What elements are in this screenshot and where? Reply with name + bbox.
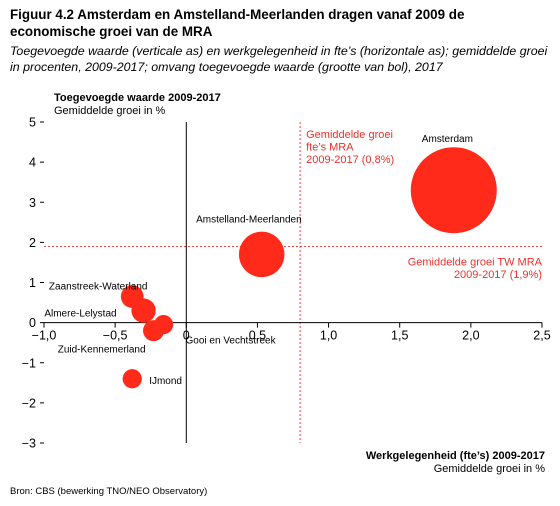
y-axis-title: Toegevoegde waarde 2009-2017 <box>54 92 221 104</box>
x-tick-label: 1,5 <box>391 329 408 343</box>
figure-subtitle: Toegevoegde waarde (verticale as) en wer… <box>10 44 548 74</box>
labels: Amsterdam Amstelland-Meerlanden Zaanstreek… <box>44 134 473 387</box>
bubble-zaanstreek-waterland <box>120 285 144 308</box>
y-tick-label: 5 <box>29 116 36 130</box>
x-tick-label: 0,5 <box>249 329 266 343</box>
reference-label-fte: 2009-2017 (0,8%) <box>306 154 394 166</box>
y-tick-label: 4 <box>29 156 36 170</box>
point-label: Amstelland-Meerlanden <box>196 214 302 225</box>
x-tick-label: −0,5 <box>103 329 128 343</box>
x-tick-label: 2,5 <box>533 329 550 343</box>
bubble-amstelland-meerlanden <box>238 231 285 278</box>
y-tick-label: 0 <box>29 316 36 330</box>
x-axis-title: Werkgelegenheid (fte’s) 2009-2017 <box>366 450 545 462</box>
y-tick-label: 1 <box>29 276 36 290</box>
point-label: Zuid-Kennemerland <box>58 345 146 356</box>
axes: −1,0 −0,5 0 0,5 1,0 1,5 2,0 2,5 −3 −2 −1 0 1 2 3 4 5 Toeg… <box>22 92 551 475</box>
y-tick-label: −3 <box>22 437 36 451</box>
x-tick-label: 0 <box>183 329 190 343</box>
source-note: Bron: CBS (bewerking TNO/NEO Observatory… <box>10 486 208 497</box>
point-label: Zaanstreek-Waterland <box>49 282 148 293</box>
y-tick-label: −1 <box>22 356 36 370</box>
y-axis-subtitle: Gemiddelde groei in % <box>54 105 166 117</box>
x-tick-label: 2,0 <box>462 329 479 343</box>
reference-label-tw: Gemiddelde groei TW MRA <box>408 256 543 268</box>
x-tick-label: −1,0 <box>32 329 57 343</box>
reference-label-fte: fte’s MRA <box>306 142 354 154</box>
figure-title: Figuur 4.2 Amsterdam en Amstelland-Meerl… <box>10 7 465 39</box>
point-label: Almere-Lelystad <box>44 309 116 320</box>
bubbles <box>120 147 497 389</box>
x-tick-label: 1,0 <box>320 329 337 343</box>
reference-label-tw: 2009-2017 (1,9%) <box>454 269 542 281</box>
point-label: Amsterdam <box>422 134 473 145</box>
bubble-ijmond <box>122 369 142 389</box>
y-tick-label: 2 <box>29 236 36 250</box>
bubble-gooi-en-vechtstreek <box>153 315 174 335</box>
y-tick-label: 3 <box>29 196 36 210</box>
point-label: Gooi en Vechtstreek <box>186 336 277 347</box>
y-tick-label: −2 <box>22 396 36 410</box>
point-label: IJmond <box>149 376 182 387</box>
bubble-amsterdam <box>410 147 497 234</box>
reference-label-fte: Gemiddelde groei <box>306 129 393 141</box>
x-axis-subtitle: Gemiddelde groei in % <box>434 463 546 475</box>
